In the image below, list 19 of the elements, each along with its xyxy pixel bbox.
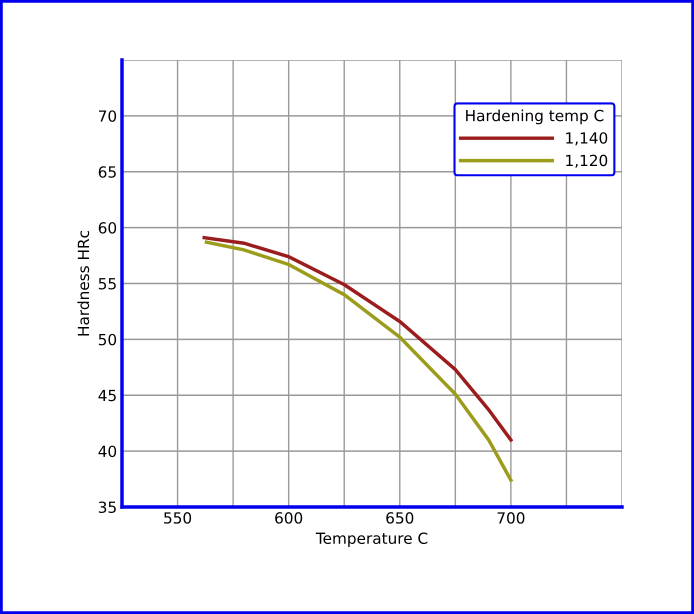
y-tick-label: 40 [98,446,116,458]
x-tick-label: 700 [498,512,524,524]
text: 1,120 [566,154,608,168]
y-tick-label: 45 [98,390,116,402]
y-tick-label: 70 [98,110,116,122]
y-tick-label: 50 [98,334,116,346]
x-axis-title: Temperature C [316,532,428,547]
x-tick-label: 600 [275,512,302,524]
y-tick-label: 55 [98,278,116,290]
line-series [202,236,513,442]
text: 1,140 [566,132,608,146]
legend-title: Hardening temp C [466,110,604,124]
x-tick-label: 650 [386,512,414,524]
y-axis-title: Hardness HRc [77,230,90,336]
line-series [204,240,513,482]
y-tick-label: 35 [98,501,116,514]
x-tick-label: 550 [164,512,192,524]
y-tick-label: 65 [98,166,116,178]
y-tick-label: 60 [98,222,116,234]
